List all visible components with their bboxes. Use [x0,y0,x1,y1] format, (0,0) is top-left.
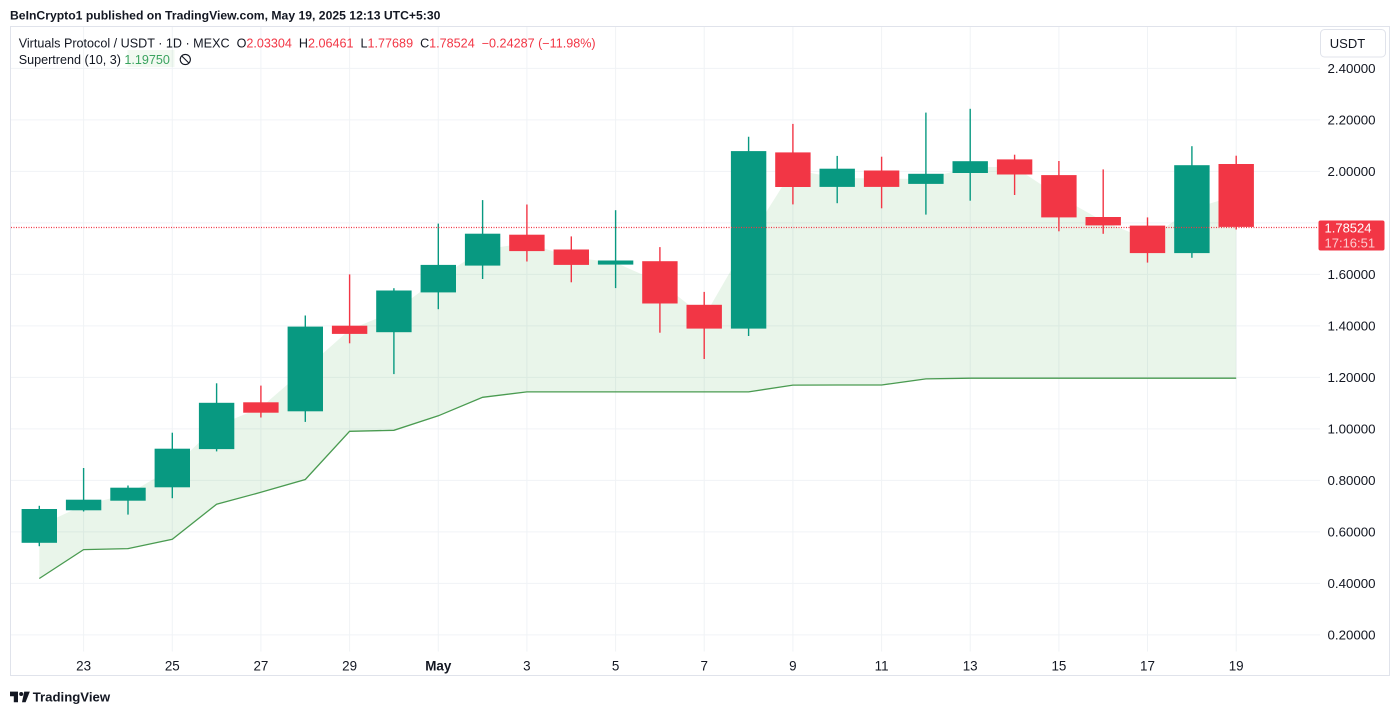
svg-text:13: 13 [963,659,978,674]
svg-text:3: 3 [523,659,530,674]
svg-text:27: 27 [253,659,268,674]
svg-text:1.60000: 1.60000 [1328,267,1376,282]
svg-text:TradingView: TradingView [33,690,111,705]
svg-text:23: 23 [76,659,91,674]
svg-text:Supertrend (10, 3) 1.19750: Supertrend (10, 3) 1.19750 [19,53,170,67]
svg-text:2.20000: 2.20000 [1328,112,1376,127]
svg-text:1.78524: 1.78524 [1325,221,1372,236]
svg-text:11: 11 [875,659,889,674]
svg-text:17:16:51: 17:16:51 [1325,236,1376,251]
svg-text:Virtuals Protocol / USDT · 1D: Virtuals Protocol / USDT · 1D · MEXC O2.… [19,37,596,51]
svg-text:2.00000: 2.00000 [1328,164,1376,179]
svg-text:5: 5 [612,659,619,674]
svg-text:0.20000: 0.20000 [1328,627,1376,642]
svg-text:15: 15 [1051,659,1066,674]
svg-text:0.80000: 0.80000 [1328,473,1376,488]
svg-text:May: May [425,659,452,674]
svg-text:BeInCrypto1 published on Tradi: BeInCrypto1 published on TradingView.com… [10,9,441,23]
svg-text:1.00000: 1.00000 [1328,421,1376,436]
svg-text:USDT: USDT [1330,36,1365,51]
svg-text:0.40000: 0.40000 [1328,576,1376,591]
svg-text:17: 17 [1140,659,1155,674]
svg-text:1.20000: 1.20000 [1328,370,1376,385]
svg-text:7: 7 [700,659,707,674]
svg-text:2.40000: 2.40000 [1328,61,1376,76]
svg-text:1.40000: 1.40000 [1328,318,1376,333]
svg-text:29: 29 [342,659,357,674]
svg-text:25: 25 [165,659,180,674]
svg-text:19: 19 [1229,659,1244,674]
svg-text:0.60000: 0.60000 [1328,524,1376,539]
svg-text:9: 9 [789,659,796,674]
